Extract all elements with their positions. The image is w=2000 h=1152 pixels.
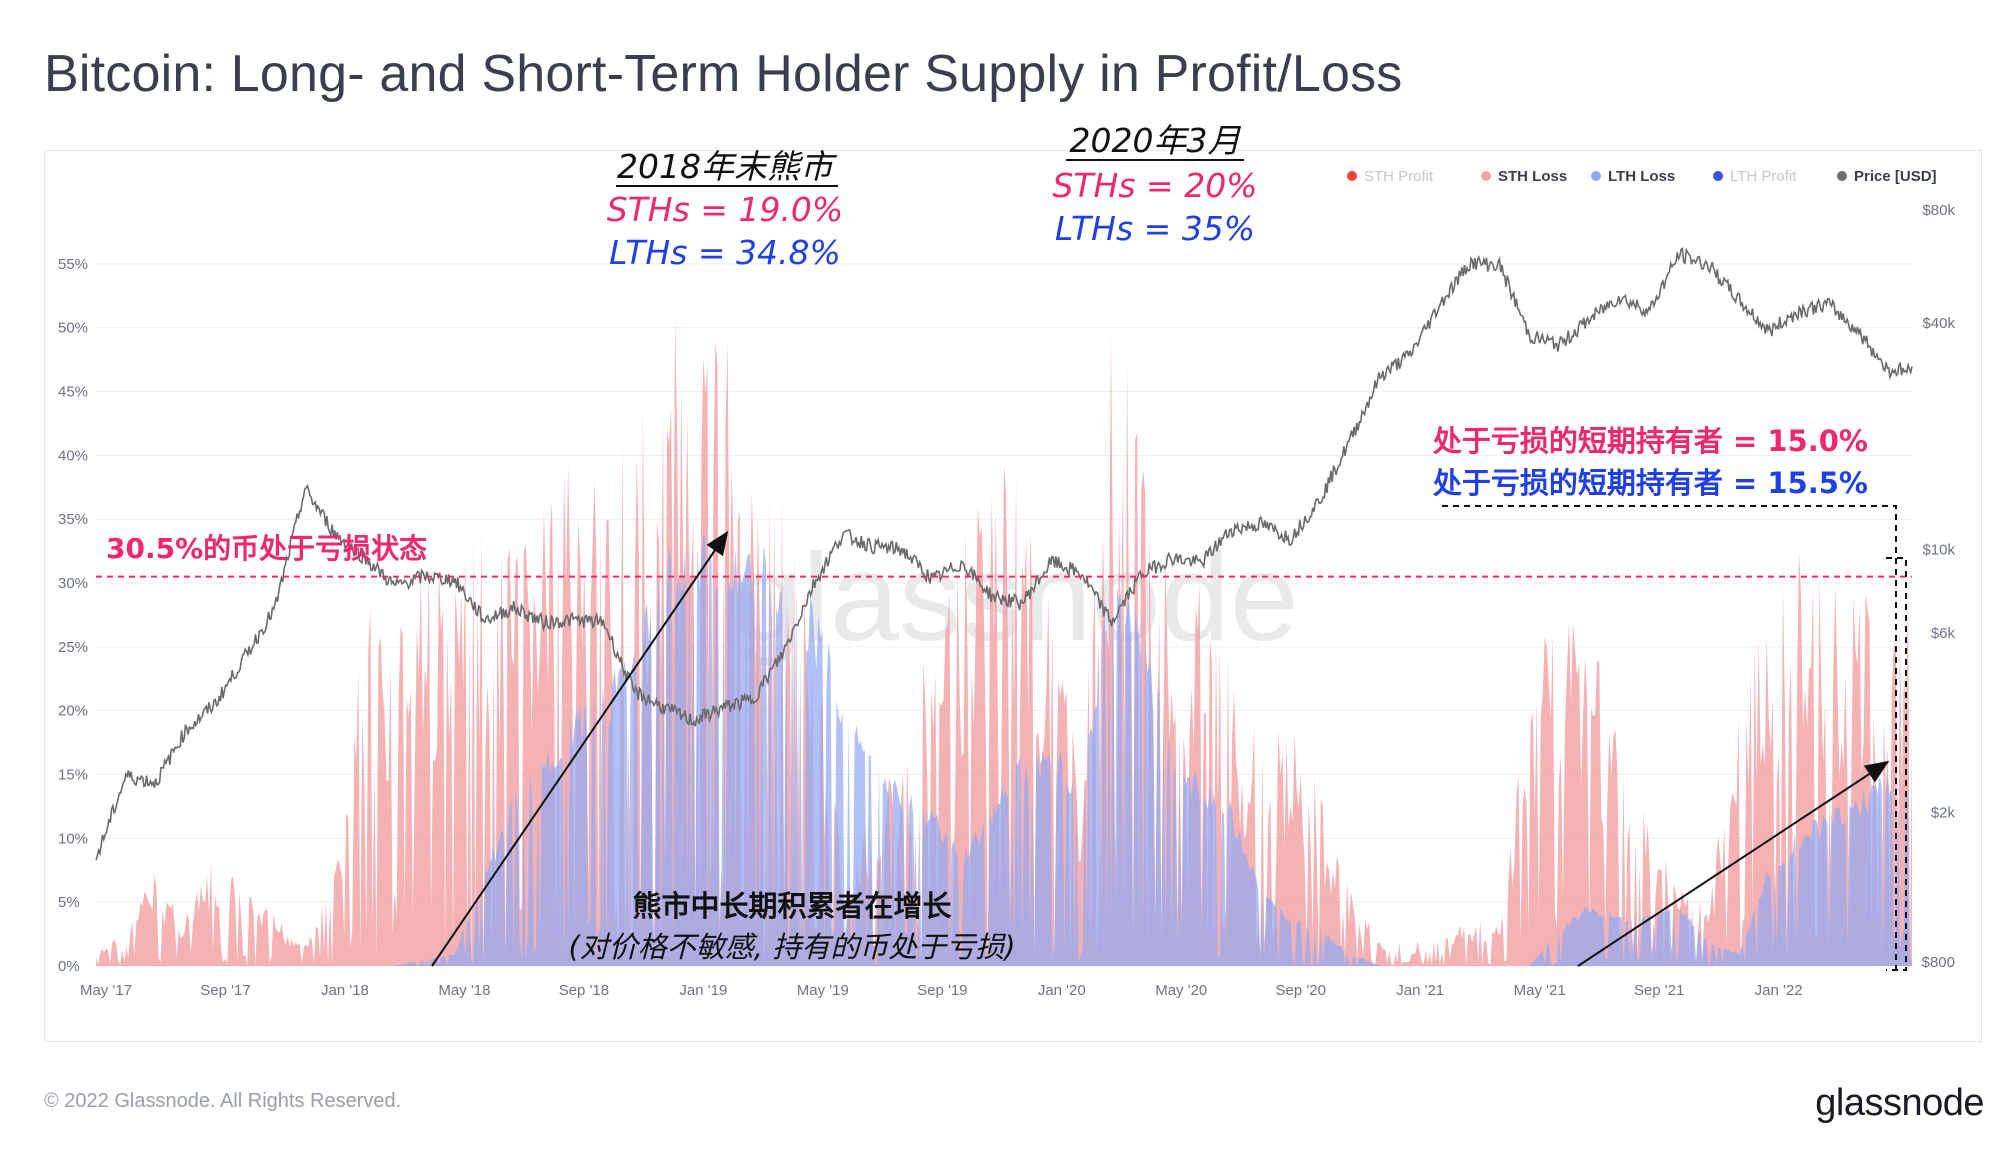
x-tick-label: Sep '19 bbox=[917, 982, 967, 999]
x-tick-label: May '17 bbox=[80, 982, 132, 999]
x-tick-label: Jan '21 bbox=[1396, 982, 1444, 999]
y-right-tick-label: $6k bbox=[1931, 625, 1956, 642]
chart-title: Bitcoin: Long- and Short-Term Holder Sup… bbox=[44, 45, 1403, 103]
legend-label: LTH Profit bbox=[1730, 168, 1797, 185]
y-right-tick-label: $10k bbox=[1922, 542, 1955, 559]
legend-label: LTH Loss bbox=[1608, 168, 1675, 185]
x-tick-label: May '18 bbox=[438, 982, 490, 999]
y-right-tick-label: $40k bbox=[1922, 315, 1955, 332]
y-right-tick-label: $2k bbox=[1931, 804, 1956, 821]
lth-loss-area bbox=[96, 525, 1912, 966]
y-tick-label: 0% bbox=[58, 958, 80, 975]
x-tick-label: Sep '18 bbox=[559, 982, 609, 999]
bear-2018-sth: STHs = 19.0% bbox=[607, 190, 844, 229]
y-tick-label: 40% bbox=[58, 447, 88, 464]
mar-2020-sth: STHs = 20% bbox=[1052, 166, 1257, 205]
x-tick-label: May '20 bbox=[1155, 982, 1207, 999]
x-tick-label: May '21 bbox=[1514, 982, 1566, 999]
x-tick-label: Sep '21 bbox=[1634, 982, 1684, 999]
chart-frame bbox=[44, 150, 1982, 1042]
threshold-label: 30.5%的币处于亏损状态 bbox=[106, 532, 427, 565]
x-tick-label: May '19 bbox=[797, 982, 849, 999]
accumulation-line1: 熊市中长期积累者在增长 bbox=[632, 889, 952, 923]
dashed-bracket bbox=[1442, 505, 1897, 970]
y-tick-label: 35% bbox=[58, 511, 88, 528]
legend-marker bbox=[1591, 171, 1601, 181]
x-tick-label: Jan '20 bbox=[1038, 982, 1086, 999]
y-tick-label: 50% bbox=[58, 320, 88, 337]
bear-2018-heading: 2018年末熊市 bbox=[617, 147, 838, 186]
price-line bbox=[95, 247, 1913, 861]
area-series bbox=[96, 318, 1912, 966]
bear-2018-lth: LTHs = 34.8% bbox=[609, 233, 841, 272]
y-tick-label: 5% bbox=[58, 894, 80, 911]
y-tick-label: 55% bbox=[58, 256, 88, 273]
legend-label: STH Loss bbox=[1498, 168, 1567, 185]
x-tick-label: Jan '18 bbox=[321, 982, 369, 999]
legend-marker bbox=[1837, 171, 1847, 181]
y-tick-label: 10% bbox=[58, 830, 88, 847]
mar-2020-heading: 2020年3月 bbox=[1070, 121, 1242, 160]
y-tick-label: 20% bbox=[58, 703, 88, 720]
y-tick-label: 15% bbox=[58, 767, 88, 784]
annotations: 2018年末熊市 STHs = 19.0% LTHs = 34.8% 2020年3月 S… bbox=[96, 121, 1912, 971]
y-tick-label: 30% bbox=[58, 575, 88, 592]
y-tick-label: 45% bbox=[58, 384, 88, 401]
copyright: © 2022 Glassnode. All Rights Reserved. bbox=[44, 1090, 402, 1112]
current-lth-label: 处于亏损的短期持有者 = 15.5% bbox=[1432, 466, 1868, 500]
current-sth-label: 处于亏损的短期持有者 = 15.0% bbox=[1432, 424, 1868, 458]
axes: 0% 5% 10% 15% 20% 25% 30% 35% 40% 45% 50% 55% $800 $2… bbox=[58, 202, 1955, 999]
dashed-bracket-inner bbox=[1886, 557, 1907, 971]
y-right-tick-label: $80k bbox=[1922, 202, 1955, 219]
legend: STH Profit STH Loss LTH Loss LTH Profit Pric… bbox=[1347, 168, 1937, 185]
x-tick-label: Sep '17 bbox=[200, 982, 250, 999]
accumulation-line2: (对价格不敏感, 持有的币处于亏损) bbox=[568, 930, 1015, 964]
x-tick-label: Sep '20 bbox=[1276, 982, 1326, 999]
legend-marker bbox=[1347, 171, 1357, 181]
legend-marker bbox=[1713, 171, 1723, 181]
arrow-2022 bbox=[1577, 760, 1890, 967]
x-tick-label: Jan '19 bbox=[679, 982, 727, 999]
price-series bbox=[95, 247, 1913, 861]
legend-label: Price [USD] bbox=[1854, 168, 1937, 185]
mar-2020-lth: LTHs = 35% bbox=[1055, 209, 1255, 248]
y-tick-label: 25% bbox=[58, 639, 88, 656]
brand-logo: glassnode bbox=[1815, 1082, 1984, 1124]
legend-label: STH Profit bbox=[1364, 168, 1434, 185]
arrow-2018 bbox=[431, 530, 729, 967]
legend-marker bbox=[1481, 171, 1491, 181]
y-right-tick-label: $800 bbox=[1922, 954, 1955, 971]
x-tick-label: Jan '22 bbox=[1755, 982, 1803, 999]
